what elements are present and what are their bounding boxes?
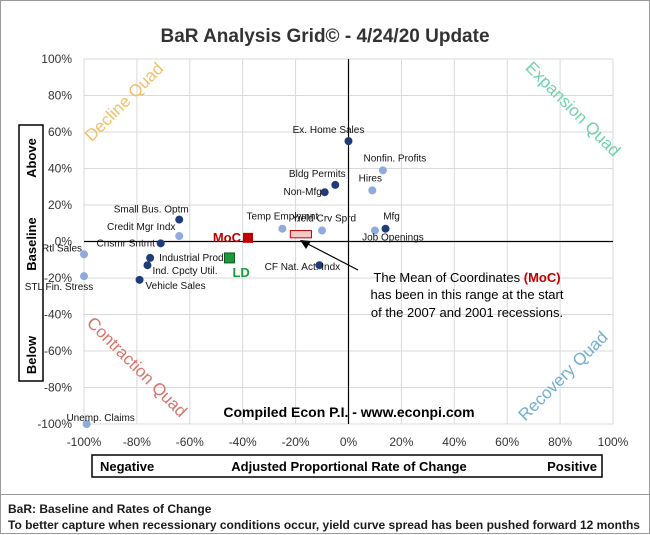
x-tick-label: 60% <box>495 435 519 449</box>
y-tick-label: 20% <box>48 198 72 212</box>
point-label-hires: Hires <box>359 173 382 184</box>
point-label-cf-nat-act-indx: CF Nat. Act. Indx <box>265 262 341 273</box>
point-temp-emplymnt <box>278 224 287 233</box>
point-label-credit-mgr-indx: Credit Mgr Indx <box>107 222 175 233</box>
ld-marker <box>223 252 235 264</box>
x-label-positive: Positive <box>547 459 597 474</box>
point-label-non-mfg: Non-Mfg <box>284 187 322 198</box>
annotation-line-3: of the 2007 and 2001 recessions. <box>371 305 563 320</box>
credit-text: Compiled Econ P.I. - www.econpi.com <box>223 404 474 420</box>
point-label-small-bus-optm: Small Bus. Optm <box>114 205 189 216</box>
annotation-line-2: has been in this range at the start <box>371 287 564 302</box>
annotation-line-1: The Mean of Coordinates (MoC) <box>373 270 560 285</box>
point-non-mfg <box>320 188 329 197</box>
y-tick-label: 60% <box>48 125 72 139</box>
x-label-title: Adjusted Proportional Rate of Change <box>231 459 466 474</box>
point-label-unemp-claims: Unemp. Claims <box>66 413 134 424</box>
point-rtl-sales <box>80 250 88 259</box>
point-label-industrial-prod: Industrial Prod <box>159 253 223 264</box>
point-small-bus-optm <box>175 215 184 224</box>
annotation-arrow-head <box>300 240 311 249</box>
y-label-baseline: Baseline <box>24 217 39 270</box>
point-label-bldg-permits: Bldg Permits <box>289 169 346 180</box>
point-cf-nat-act-indx <box>315 261 324 270</box>
point-label-temp-emplymnt: Temp Emplymnt <box>247 212 319 223</box>
point-label-nonfin-profits: Nonfin. Profits <box>363 153 426 164</box>
x-label-box <box>91 454 603 478</box>
data-points: Ex. Home Sales Nonfin. Profits Bldg Permit… <box>25 125 426 428</box>
y-tick-label: -60% <box>44 344 72 358</box>
x-tick-label: -40% <box>229 435 257 449</box>
point-label-ind-cpcty-util: Ind. Cpcty Util. <box>152 266 217 277</box>
x-tick-label: 20% <box>389 435 413 449</box>
point-nonfin-profits <box>378 166 387 175</box>
axes <box>84 59 613 424</box>
point-industrial-prod <box>146 253 155 262</box>
point-credit-mgr-indx <box>175 232 184 241</box>
point-ex-home-sales <box>344 137 353 146</box>
x-tick-label: -80% <box>123 435 151 449</box>
y-axis-label: Above Baseline Below <box>18 124 44 382</box>
quad-label-expansion: Expansion Quad <box>522 58 624 160</box>
point-label-ex-home-sales: Ex. Home Sales <box>293 125 365 136</box>
point-unemp-claims <box>82 420 91 428</box>
point-label-job-openings: Job Openings <box>362 233 424 244</box>
point-mfg <box>381 224 390 233</box>
point-label-rtl-sales: Rtl Sales <box>42 243 82 254</box>
x-tick-label: -100% <box>67 435 102 449</box>
annotation: The Mean of Coordinates (MoC) has been in… <box>223 240 564 420</box>
y-tick-label: -80% <box>44 381 72 395</box>
x-tick-label: 40% <box>442 435 466 449</box>
point-label-yield-crv-sprd: Yield Crv Sprd <box>292 214 356 225</box>
point-job-openings <box>370 226 379 235</box>
point-label-stl-fin-stress: STL Fin. Stress <box>25 282 94 293</box>
quad-label-recovery: Recovery Quad <box>515 328 612 425</box>
y-label-below: Below <box>24 335 39 374</box>
x-label-negative: Negative <box>100 459 154 474</box>
footer-definition: BaR: Baseline and Rates of Change <box>8 502 212 516</box>
point-label-vehicle-sales: Vehicle Sales <box>146 281 206 292</box>
tick-labels: -100% -80% -60% -40% -20% 0% 20% 40% 60% 80% 100% 1… <box>37 52 628 449</box>
annotation-arrow-line <box>305 242 359 271</box>
recession-range-box <box>289 230 312 239</box>
point-bldg-permits <box>331 180 340 189</box>
point-vehicle-sales <box>135 275 144 284</box>
y-label-box <box>18 124 44 382</box>
x-tick-label: 80% <box>548 435 572 449</box>
point-label-cnsmr-sntmt: Cnsmr Sntmt <box>97 238 156 249</box>
y-tick-label: 100% <box>41 52 72 66</box>
chart-canvas: BaR Analysis Grid© - 4/24/20 Update Decl… <box>18 26 629 478</box>
y-tick-label: 80% <box>48 89 72 103</box>
x-axis-label: Negative Adjusted Proportional Rate of Ch… <box>91 454 603 478</box>
y-tick-label: -20% <box>44 271 72 285</box>
x-tick-label: -20% <box>282 435 310 449</box>
point-yield-crv-sprd <box>318 226 327 235</box>
x-tick-label: -60% <box>176 435 204 449</box>
footer: BaR: Baseline and Rates of Change To bet… <box>0 494 650 535</box>
point-hires <box>368 186 377 195</box>
point-cnsmr-sntmt <box>156 239 165 248</box>
x-tick-label: 100% <box>598 435 629 449</box>
point-label-mfg: Mfg <box>383 212 400 223</box>
chart-title: BaR Analysis Grid© - 4/24/20 Update <box>160 26 489 47</box>
ld-label: LD <box>232 265 249 280</box>
moc-marker <box>242 232 253 243</box>
point-stl-fin-stress <box>80 272 88 281</box>
y-tick-label: 40% <box>48 162 72 176</box>
x-tick-label: 0% <box>340 435 358 449</box>
y-label-above: Above <box>24 138 39 178</box>
y-tick-label: 0% <box>55 235 73 249</box>
moc-label: MoC <box>213 230 242 245</box>
y-tick-label: -40% <box>44 308 72 322</box>
footer-note: To better capture when recessionary cond… <box>8 518 640 532</box>
y-tick-label: -100% <box>37 417 72 431</box>
point-ind-cpcty-util <box>143 261 152 270</box>
